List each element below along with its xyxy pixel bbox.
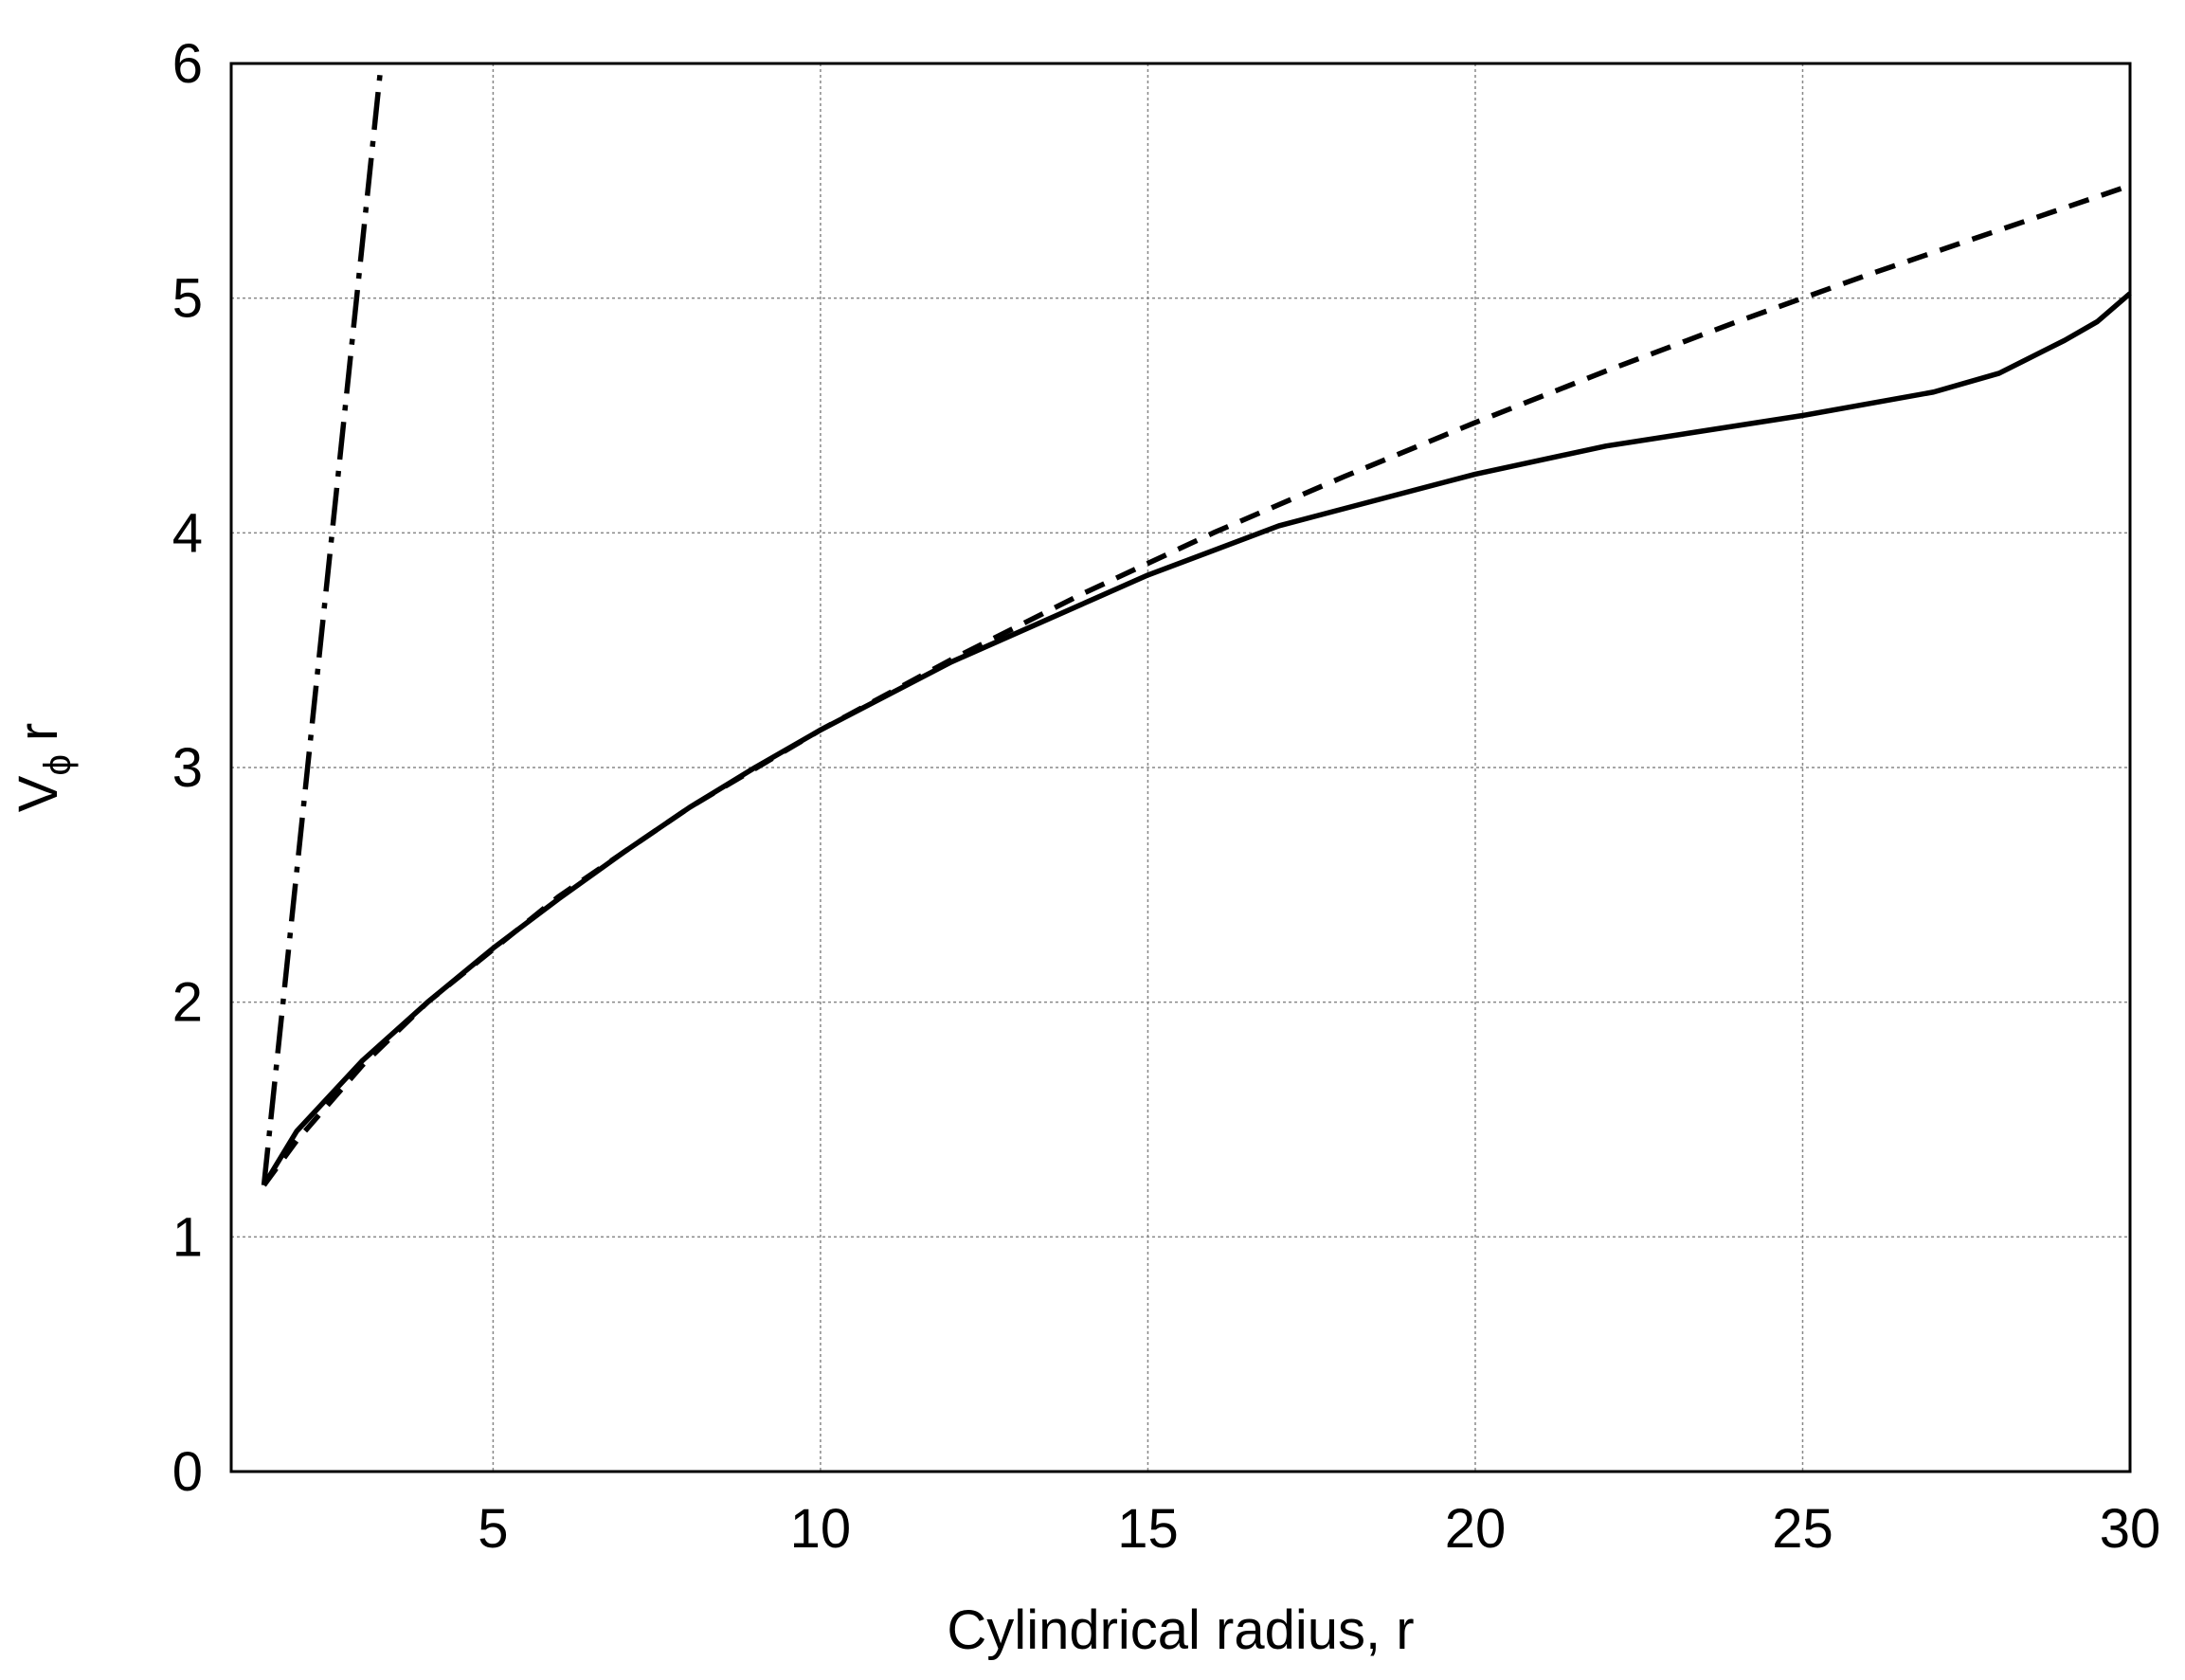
x-axis-label: Cylindrical radius, r: [947, 1599, 1414, 1661]
x-tick-label: 10: [790, 1498, 852, 1560]
x-tick-label: 5: [478, 1498, 508, 1560]
y-tick-label: 2: [172, 972, 203, 1034]
y-axis-label: Vϕr: [8, 723, 79, 812]
x-tick-label: 25: [1772, 1498, 1833, 1560]
x-tick-label: 30: [2100, 1498, 2161, 1560]
y-tick-label: 4: [172, 502, 203, 564]
x-tick-label: 20: [1445, 1498, 1507, 1560]
series-line: [262, 291, 2132, 1187]
plot-frame: [229, 62, 2132, 1473]
y-label-main: V: [8, 775, 69, 812]
y-label-sub: ϕ: [37, 754, 79, 775]
y-tick-label: 1: [172, 1206, 203, 1268]
series-line: [261, 63, 384, 1186]
y-tick-label: 0: [172, 1441, 203, 1503]
y-label-rest: r: [8, 723, 69, 741]
x-tick-label: 15: [1117, 1498, 1179, 1560]
y-tick-label: 5: [172, 268, 203, 330]
y-tick-label: 6: [172, 33, 203, 95]
series-line: [262, 183, 2131, 1187]
y-tick-label: 3: [172, 737, 203, 799]
